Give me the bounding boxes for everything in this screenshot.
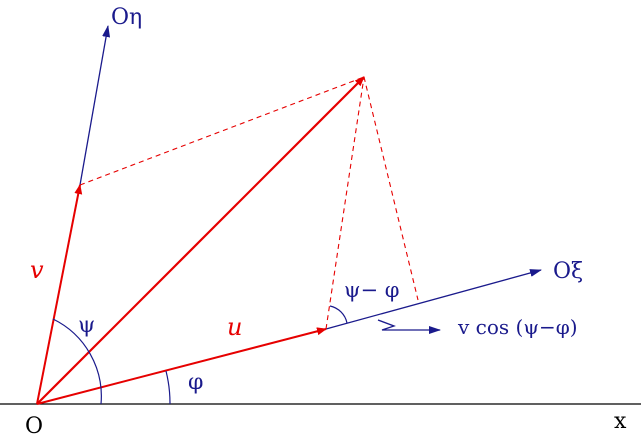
- dashed-line-top: [79, 76, 365, 186]
- eta-axis-line: [79, 25, 111, 186]
- phi-angle-label: φ: [188, 370, 203, 395]
- psi-angle-arc: [52, 318, 102, 405]
- dashed-line-u-end: [325, 76, 365, 330]
- xi-axis-line: [325, 269, 542, 330]
- u-vector-label: u: [227, 313, 242, 341]
- v-vector-label: v: [30, 256, 44, 284]
- xi-axis-label: Oξ: [553, 259, 583, 284]
- u-vector: [36, 327, 327, 405]
- psi-minus-phi-arc: [329, 305, 348, 324]
- origin-label: O: [25, 414, 43, 435]
- psi-minus-phi-label: ψ− φ: [344, 278, 399, 302]
- psi-angle-label: ψ: [78, 313, 95, 338]
- projection-arrow: [377, 319, 441, 334]
- eta-axis-label: Oη: [111, 5, 142, 30]
- x-axis-label: x: [614, 409, 627, 434]
- dashed-line-projection: [363, 76, 419, 301]
- projection-label: v cos (ψ−φ): [457, 315, 578, 339]
- phi-angle-arc: [165, 370, 171, 405]
- v-vector: [36, 184, 83, 405]
- resultant-vector: [36, 76, 365, 405]
